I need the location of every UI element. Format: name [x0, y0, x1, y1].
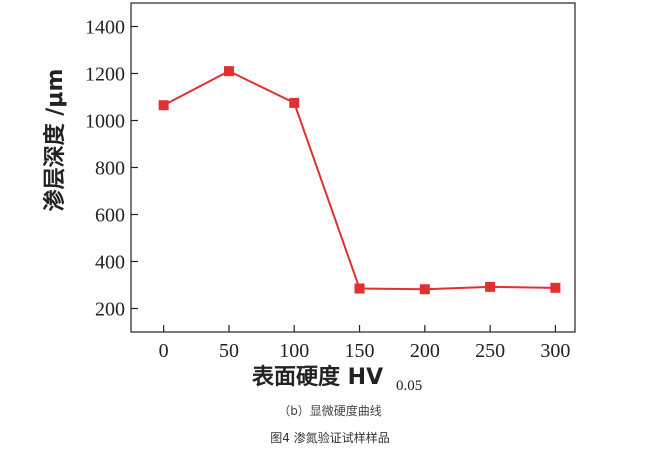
- x-tick-label: 50: [219, 340, 239, 362]
- data-point: [289, 97, 300, 108]
- x-tick-label: 150: [345, 340, 375, 362]
- series-line: [163, 70, 556, 291]
- y-tick-label: 1200: [85, 64, 125, 86]
- y-axis-title: 渗层深度 /μm: [42, 69, 68, 212]
- data-point: [354, 283, 365, 294]
- x-tick-label: 100: [279, 340, 309, 362]
- y-tick-label: 800: [95, 158, 125, 180]
- y-tick-label: 200: [95, 299, 125, 321]
- x-tick-label: 0: [159, 340, 169, 362]
- x-tick-label: 250: [475, 340, 505, 362]
- y-tick-label: 600: [95, 205, 125, 227]
- data-point: [223, 66, 234, 77]
- series: [158, 66, 561, 295]
- plot-frame: [130, 2, 576, 333]
- x-axis-title: 表面硬度 HV: [252, 364, 383, 390]
- x-axis-title-subscript: 0.05: [396, 378, 422, 394]
- data-point: [158, 100, 169, 111]
- figure-caption: 图4 渗氮验证试样样品: [270, 431, 390, 445]
- y-tick-label: 400: [95, 252, 125, 274]
- data-point: [485, 281, 496, 292]
- chart: 200 400 600 800 1000 1200 1400 0 50 100 150 200 250 3…: [42, 2, 576, 394]
- subfigure-caption: （b）显微硬度曲线: [278, 404, 382, 418]
- y-tick-label: 1400: [85, 17, 125, 39]
- ticks: 200 400 600 800 1000 1200 1400 0 50 100 150 200 250 3…: [85, 17, 570, 363]
- data-point: [550, 282, 561, 293]
- x-tick-label: 200: [410, 340, 440, 362]
- x-tick-label: 300: [540, 340, 570, 362]
- y-tick-label: 1000: [85, 111, 125, 133]
- data-point: [419, 284, 430, 295]
